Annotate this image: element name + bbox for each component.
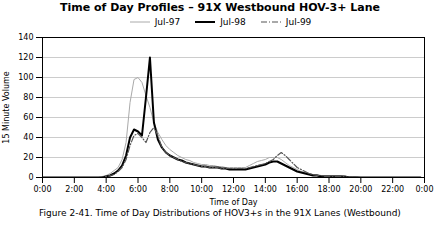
svg-text:0: 0 [28,173,33,182]
svg-text:6:00: 6:00 [129,185,147,194]
svg-text:0:00: 0:00 [34,185,52,194]
svg-text:10:00: 10:00 [190,185,213,194]
svg-text:18:00: 18:00 [317,185,340,194]
svg-text:Time of Day: Time of Day [208,198,257,207]
svg-text:60: 60 [23,113,33,122]
html-text:Time of Day Profiles – 91X Wes: Time of Day Profiles – 91X Westbound HOV… [60,1,380,14]
svg-text:12:00: 12:00 [222,185,245,194]
svg-text:20: 20 [23,153,33,162]
svg-text:2:00: 2:00 [65,185,83,194]
svg-text:0:00: 0:00 [416,185,434,194]
html-text:Jul-98: Jul-98 [220,17,246,27]
svg-text:80: 80 [23,93,33,102]
svg-text:16:00: 16:00 [286,185,309,194]
svg-text:20:00: 20:00 [349,185,372,194]
svg-text:14:00: 14:00 [254,185,277,194]
html-text:Jul-99: Jul-99 [285,17,312,27]
svg-text:40: 40 [23,133,33,142]
svg-text:15 Minute Volume: 15 Minute Volume [2,71,11,143]
svg-text:8:00: 8:00 [161,185,179,194]
html-text:Jul-97: Jul-97 [154,17,181,27]
svg-text:4:00: 4:00 [97,185,115,194]
html-text:Figure 2-41. Time of Day Distr: Figure 2-41. Time of Day Distributions o… [39,208,401,218]
svg-text:120: 120 [18,53,33,62]
svg-text:140: 140 [18,33,33,42]
svg-text:22:00: 22:00 [381,185,404,194]
svg-text:100: 100 [18,73,33,82]
